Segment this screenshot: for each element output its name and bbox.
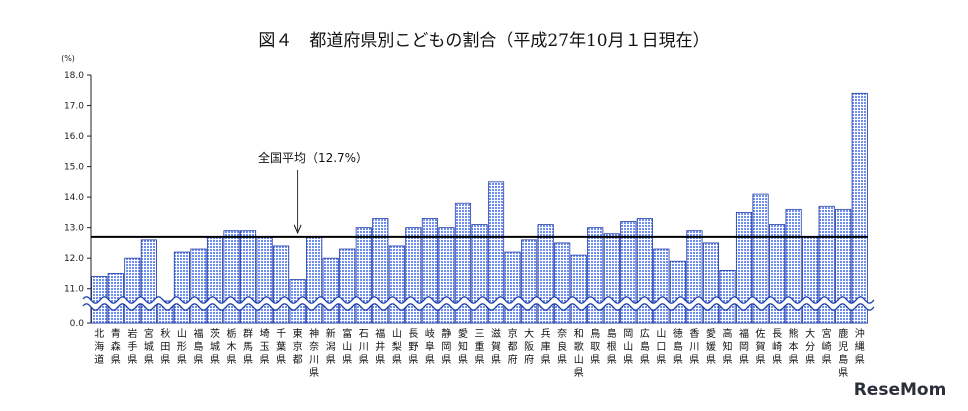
y-tick-label: 14.0 (64, 193, 84, 203)
bar-和歌山県 (570, 254, 587, 324)
x-label-長崎県: 長崎県 (772, 328, 782, 366)
y-tick-label: 12.0 (64, 254, 84, 264)
average-arrow-head (293, 224, 302, 234)
x-label-和歌山県: 和歌山県 (574, 328, 584, 379)
x-label-兵庫県: 兵庫県 (541, 327, 551, 366)
axis-break-wave-bottom (82, 303, 875, 311)
bar-佐賀県 (752, 193, 769, 324)
bar-京都府 (504, 251, 521, 324)
y-tick-label: 18.0 (64, 71, 84, 81)
bar-広島県 (636, 218, 653, 324)
y-tick-label: 11.0 (64, 285, 84, 295)
bar-兵庫県 (537, 224, 554, 324)
x-label-高知県: 高知県 (722, 327, 732, 366)
x-label-富山県: 富山県 (342, 327, 352, 366)
bar-神奈川県 (306, 236, 323, 324)
x-label-福井県: 福井県 (375, 327, 385, 366)
bar-徳島県 (669, 260, 686, 324)
x-label-鹿児島県: 鹿児島県 (838, 327, 848, 379)
bar-山梨県 (388, 245, 405, 324)
axis-break (82, 296, 875, 311)
x-label-鳥取県: 鳥取県 (590, 327, 600, 366)
axis-break-wave-top (82, 296, 875, 304)
bars (91, 92, 868, 324)
y-tick-label: 15.0 (64, 163, 84, 173)
y-tick-label: 13.0 (64, 224, 84, 234)
x-label-東京都: 東京都 (293, 327, 303, 366)
x-label-島根県: 島根県 (607, 327, 617, 366)
x-label-北海道: 北海道 (94, 328, 104, 366)
bar-福島県 (190, 248, 207, 324)
x-axis-labels: 北海道青森県岩手県宮城県秋田県山形県福島県茨城県栃木県群馬県埼玉県千葉県東京都神… (94, 327, 864, 379)
watermark-logo: ReseMom (854, 380, 947, 400)
bar-宮崎県 (818, 205, 835, 324)
x-label-大分県: 大分県 (805, 327, 815, 366)
x-label-山梨県: 山梨県 (392, 328, 402, 366)
x-label-岐阜県: 岐阜県 (425, 327, 435, 366)
y-tick-label: 17.0 (64, 102, 84, 112)
x-label-茨城県: 茨城県 (210, 327, 220, 366)
average-line-group: 全国平均（12.7%） (91, 150, 868, 238)
bar-新潟県 (322, 257, 339, 324)
y-tick-label: 0.0 (70, 319, 85, 329)
bar-福岡県 (735, 211, 753, 324)
bar-大阪府 (521, 239, 538, 324)
x-label-佐賀県: 佐賀県 (756, 328, 766, 366)
y-unit-label: (%) (61, 54, 75, 63)
bar-愛媛県 (702, 242, 720, 324)
x-label-福島県: 福島県 (193, 327, 203, 366)
x-label-滋賀県: 滋賀県 (491, 327, 501, 366)
x-label-岩手県: 岩手県 (127, 327, 137, 366)
bar-山形県 (173, 251, 190, 324)
x-label-秋田県: 秋田県 (160, 327, 170, 366)
x-label-香川県: 香川県 (689, 328, 699, 366)
bar-沖縄県 (851, 92, 868, 324)
x-label-宮崎県: 宮崎県 (822, 327, 832, 366)
x-label-埼玉県: 埼玉県 (260, 327, 270, 366)
x-label-大阪府: 大阪府 (524, 327, 534, 366)
x-label-静岡県: 静岡県 (441, 327, 451, 366)
bar-山口県 (653, 248, 670, 324)
x-label-青森県: 青森県 (111, 327, 121, 366)
chart-title: 図４ 都道府県別こどもの割合（平成27年10月１日現在） (258, 31, 709, 51)
x-label-宮城県: 宮城県 (144, 327, 154, 366)
y-tick-label: 16.0 (64, 132, 84, 142)
bar-奈良県 (554, 242, 571, 324)
x-label-福岡県: 福岡県 (739, 327, 749, 366)
bar-千葉県 (273, 245, 290, 324)
x-label-愛知県: 愛知県 (458, 327, 468, 366)
x-label-徳島県: 徳島県 (673, 327, 683, 366)
x-label-石川県: 石川県 (359, 329, 369, 366)
average-label: 全国平均（12.7%） (258, 150, 368, 165)
x-label-愛媛県: 愛媛県 (706, 327, 716, 366)
x-label-沖縄県: 沖縄県 (855, 327, 865, 366)
x-label-熊本県: 熊本県 (789, 327, 799, 366)
bar-富山県 (339, 248, 356, 324)
bar-滋賀県 (487, 181, 505, 324)
x-label-山形県: 山形県 (177, 328, 187, 366)
x-label-京都府: 京都府 (508, 327, 518, 366)
x-label-広島県: 広島県 (640, 327, 650, 366)
bar-岐阜県 (421, 218, 438, 324)
x-label-新潟県: 新潟県 (326, 327, 336, 366)
x-label-千葉県: 千葉県 (276, 328, 286, 366)
bar-愛知県 (454, 202, 472, 324)
x-label-三重県: 三重県 (475, 329, 485, 366)
x-label-長野県: 長野県 (408, 328, 418, 366)
x-label-神奈川県: 神奈川県 (309, 327, 319, 379)
x-label-山口県: 山口県 (656, 328, 666, 366)
x-label-岡山県: 岡山県 (623, 328, 633, 366)
x-label-栃木県: 栃木県 (227, 327, 237, 366)
bar-岩手県 (124, 257, 141, 324)
x-label-奈良県: 奈良県 (557, 327, 567, 366)
x-label-群馬県: 群馬県 (243, 327, 253, 366)
